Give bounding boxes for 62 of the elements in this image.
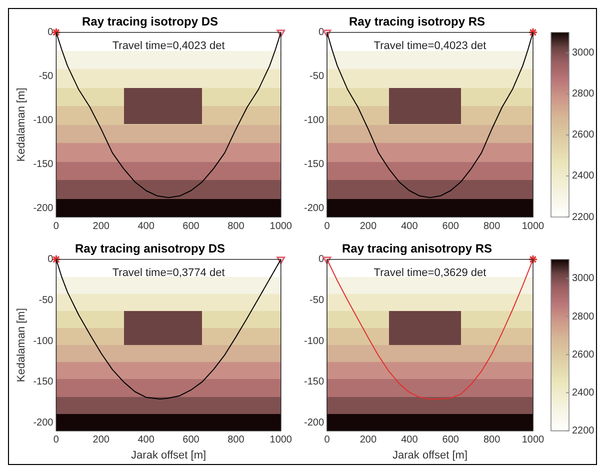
x-tick-label: 200	[92, 434, 110, 446]
annotation: Travel time=0,3629 det	[374, 267, 486, 280]
x-tick-label: 800	[228, 220, 245, 232]
y-tick-label: -150	[33, 376, 54, 388]
y-tick-label: -100	[33, 114, 54, 126]
color-bar-label: 2400	[572, 388, 595, 399]
chart-title: Ray tracing anisotropy RS	[342, 242, 492, 256]
x-axis-title: Jarak offset [m]	[392, 450, 468, 462]
chart-title: Ray tracing anisotropy DS	[74, 242, 226, 256]
y-tick-label: -50	[310, 70, 324, 82]
annotation: Travel time=0,3774 det	[112, 267, 225, 280]
y-tick-label: -100	[304, 114, 324, 126]
x-tick-label: 800	[483, 220, 501, 232]
x-tick-label: 400	[401, 434, 418, 446]
y-axis-title: Kedalaman [m]	[16, 308, 28, 382]
color-bar-label: 2800	[572, 88, 595, 100]
y-tick-label: -150	[33, 158, 54, 170]
y-tick-label: -100	[33, 336, 54, 348]
y-tick-label: -150	[304, 158, 324, 170]
x-tick-label: 400	[138, 434, 155, 446]
y-tick-label: -200	[304, 202, 324, 214]
y-tick-label: 0	[318, 254, 324, 266]
y-tick-label: -100	[304, 336, 324, 348]
y-tick-label: -50	[38, 70, 54, 82]
x-tick-label: 1000	[270, 220, 292, 232]
y-tick-label: -50	[38, 295, 54, 306]
color-bar-label: 2200	[572, 426, 595, 437]
x-axis-title: Jarak offset [m]	[131, 450, 206, 462]
x-tick-label: 600	[442, 434, 460, 446]
y-tick-label: -200	[33, 418, 54, 429]
annotation: Travel time=0,4023 det	[374, 40, 486, 52]
x-tick-label: 800	[483, 434, 501, 446]
y-tick-label: -200	[304, 418, 324, 429]
color-bar-label: 2800	[572, 312, 595, 323]
y-tick-label: -50	[310, 295, 324, 306]
x-tick-label: 200	[360, 434, 377, 446]
chart-title: Ray tracing isotropy RS	[348, 14, 486, 28]
x-tick-label: 600	[182, 434, 200, 446]
y-tick-label: 0	[318, 26, 324, 38]
color-bar-label: 2400	[572, 170, 595, 182]
color-bar-label: 2200	[572, 212, 595, 222]
x-tick-label: 1000	[522, 434, 545, 446]
y-axis-title: Kedalaman [m]	[16, 87, 28, 162]
annotation: Travel time=0,4023 det	[112, 40, 225, 52]
x-tick-label: 1000	[522, 220, 545, 232]
x-tick-label: 200	[92, 220, 110, 232]
y-tick-label: 0	[48, 254, 54, 266]
x-tick-label: 400	[138, 220, 155, 232]
color-bar-label: 3000	[572, 273, 595, 284]
color-bar-label: 2600	[572, 129, 595, 140]
x-tick-label: 800	[228, 434, 245, 446]
x-tick-label: 600	[442, 220, 460, 232]
x-tick-label: 200	[360, 220, 377, 232]
x-tick-label: 600	[182, 220, 200, 232]
color-bar-label: 2600	[572, 350, 595, 361]
x-tick-label: 1000	[270, 434, 292, 446]
y-tick-label: 0	[48, 26, 54, 38]
x-tick-label: 400	[401, 220, 418, 232]
chart-title: Ray tracing isotropy DS	[82, 14, 218, 28]
color-bar-label: 3000	[572, 47, 595, 58]
y-tick-label: -150	[304, 376, 324, 388]
y-tick-label: -200	[33, 202, 54, 214]
